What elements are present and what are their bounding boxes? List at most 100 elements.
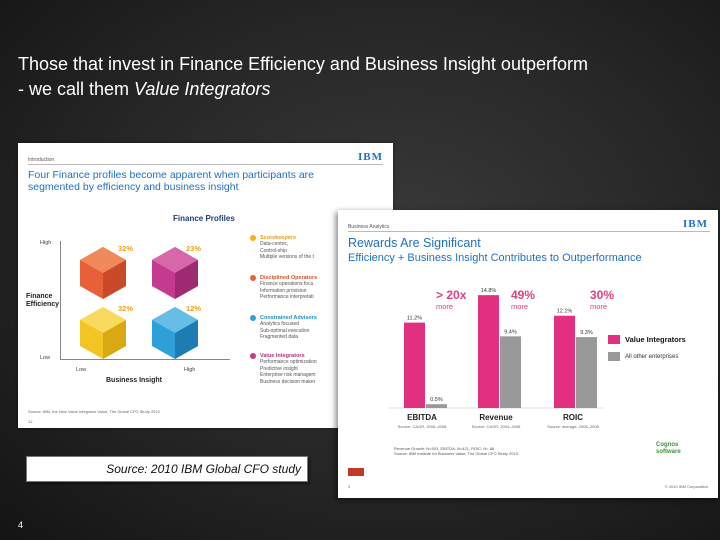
- y-axis-high-label: High: [40, 240, 52, 246]
- category-label: EBITDA: [407, 413, 437, 422]
- bar-ebitda-value-integrators: [404, 322, 425, 408]
- profile-name: Scorekeepers: [260, 235, 297, 241]
- x-axis-high-label: High: [184, 367, 196, 373]
- profile-scorekeepers: Scorekeepers Data-centric, Control-ship …: [250, 235, 390, 261]
- callout-value: 30%: [590, 288, 615, 302]
- cube-scorekeepers: 32%: [80, 244, 133, 299]
- category-label: ROIC: [563, 413, 583, 422]
- bar-roic-value-integrators: [554, 315, 575, 408]
- bullet-icon: [250, 315, 256, 321]
- profile-bullet: Performance optimization: [260, 359, 317, 365]
- ibm-logo: IBM: [358, 151, 383, 163]
- profile-bullet: Performance interpretati: [260, 294, 314, 300]
- hexagon-cube-icon: [80, 247, 126, 299]
- bar-data-label: 12.1%: [557, 309, 573, 315]
- callout-value: 49%: [511, 288, 536, 302]
- period-note: Source: CAGR, 2004–2008: [471, 424, 521, 429]
- slide2-copyright: © 2010 IBM Corporation: [664, 484, 708, 489]
- period-note: Source: CAGR, 2006–2008: [397, 424, 447, 429]
- y-axis-title: Finance Efficiency: [26, 293, 60, 308]
- chart-legend: Value Integrators All other enterprises: [608, 335, 713, 369]
- slide2-headline: Rewards Are Significant: [348, 236, 481, 250]
- bar-data-label: 0.5%: [430, 397, 443, 403]
- x-axis-line: [60, 359, 230, 360]
- cognos-logo-line: Cognos: [656, 442, 679, 448]
- callout-more: more: [436, 302, 454, 311]
- cognos-logo: Cognos software: [656, 442, 681, 456]
- source-caption: Source: 2010 IBM Global CFO study: [26, 456, 308, 482]
- cube-percent: 23%: [186, 244, 202, 253]
- footer-accent-bar: [348, 468, 364, 476]
- title-line-2-emphasis: Value Integrators: [134, 79, 271, 99]
- bar-data-label: 9.4%: [504, 329, 517, 335]
- finance-profiles-slide: Introduction IBM Four Finance profiles b…: [18, 143, 393, 428]
- slide2-notes: Revenue Growth: N=503, EBITDA: N=421, RO…: [394, 446, 518, 456]
- cube-percent: 32%: [118, 244, 134, 253]
- slide2-page-number: 3: [348, 484, 351, 489]
- legend-label: All other enterprises: [625, 353, 679, 360]
- cube-percent: 12%: [186, 304, 202, 313]
- profile-bullet: Predictive insight: [260, 365, 298, 372]
- hexagon-cube-icon: [80, 307, 126, 359]
- slide2-divider: [348, 231, 710, 232]
- profile-bullet: Fragmented data: [260, 334, 299, 340]
- bar-data-label: 14.8%: [481, 288, 497, 294]
- bar-chart-svg: 11.2% 0.5% 14.8% 9.4% 12.1% 9.3%: [388, 288, 603, 409]
- ibm-logo: IBM: [683, 218, 708, 230]
- legend-item: All other enterprises: [608, 352, 713, 361]
- rewards-bar-chart: 11.2% 0.5% 14.8% 9.4% 12.1% 9.3%: [388, 280, 603, 412]
- slide1-source-note: Source: IBM, the New Value Integrator Va…: [28, 409, 160, 414]
- profile-bullet: Business decision maker: [260, 378, 316, 385]
- bullet-icon: [250, 235, 256, 241]
- note-line: Source: IBM Institute for Business Value…: [394, 451, 518, 456]
- bar-revenue-other: [500, 336, 521, 408]
- slide1-divider: [28, 164, 383, 165]
- profile-bullet: Multiple versions of the t: [260, 254, 314, 260]
- category-label: Revenue: [479, 413, 513, 422]
- slide-number: 4: [18, 520, 24, 530]
- x-axis-low-label: Low: [76, 367, 87, 373]
- slide1-section-label: Introduction: [28, 157, 55, 163]
- rewards-slide: Business Analytics IBM Rewards Are Signi…: [338, 210, 718, 498]
- bullet-icon: [250, 275, 256, 281]
- callout-ebitda: > 20x more: [436, 288, 488, 311]
- callout-revenue: 49% more: [511, 288, 563, 311]
- slide2-subheadline: Efficiency + Business Insight Contribute…: [348, 252, 642, 264]
- cube-disciplined-operators: 32%: [80, 304, 133, 359]
- x-axis-title: Business Insight: [106, 377, 163, 384]
- hexagon-cube-icon: [152, 307, 198, 359]
- slide1-page-number: 12: [28, 419, 33, 424]
- bullet-icon: [250, 353, 256, 359]
- callout-more: more: [511, 302, 529, 311]
- legend-swatch: [608, 335, 620, 344]
- bar-revenue-value-integrators: [478, 295, 499, 408]
- profile-value-integrators: Value Integrators Performance optimizati…: [250, 353, 390, 385]
- bar-roic-other: [576, 337, 597, 408]
- callout-roic: 30% more: [590, 288, 642, 311]
- profile-bullet: Analytics focused: [260, 321, 299, 327]
- cognos-logo-line: software: [656, 449, 681, 455]
- legend-item: Value Integrators: [608, 335, 713, 344]
- y-axis-line: [60, 241, 61, 359]
- hexagon-cube-icon: [152, 247, 198, 299]
- profile-name: Disciplined Operators: [260, 275, 318, 281]
- profile-disciplined-operators: Disciplined Operators Finance operations…: [250, 275, 390, 301]
- callout-more: more: [590, 302, 608, 311]
- profile-name: Constrained Advisors: [260, 315, 317, 321]
- legend-swatch: [608, 352, 620, 361]
- legend-label: Value Integrators: [625, 335, 686, 344]
- slide2-section-label: Business Analytics: [348, 224, 390, 230]
- title-line-1: Those that invest in Finance Efficiency …: [18, 54, 588, 74]
- slide1-headline: Four Finance profiles become apparent wh…: [28, 169, 314, 193]
- cube-value-integrators: 23%: [152, 244, 202, 299]
- bar-ebitda-other: [426, 404, 447, 408]
- profile-bullet: Sub-optimal execution: [260, 327, 310, 334]
- profile-constrained-advisors: Constrained Advisors Analytics focused S…: [250, 315, 390, 341]
- title-line-2-prefix: - we call them: [18, 79, 135, 99]
- note-line: Revenue Growth: N=503, EBITDA: N=421, RO…: [394, 446, 495, 451]
- bar-data-label: 11.2%: [407, 316, 422, 322]
- profile-bullet: Information provision: [260, 287, 307, 294]
- page-title: Those that invest in Finance Efficiency …: [18, 52, 708, 102]
- finance-profiles-title: Finance Profiles: [173, 214, 235, 223]
- period-note: Source: average, 2006–2008: [547, 424, 599, 429]
